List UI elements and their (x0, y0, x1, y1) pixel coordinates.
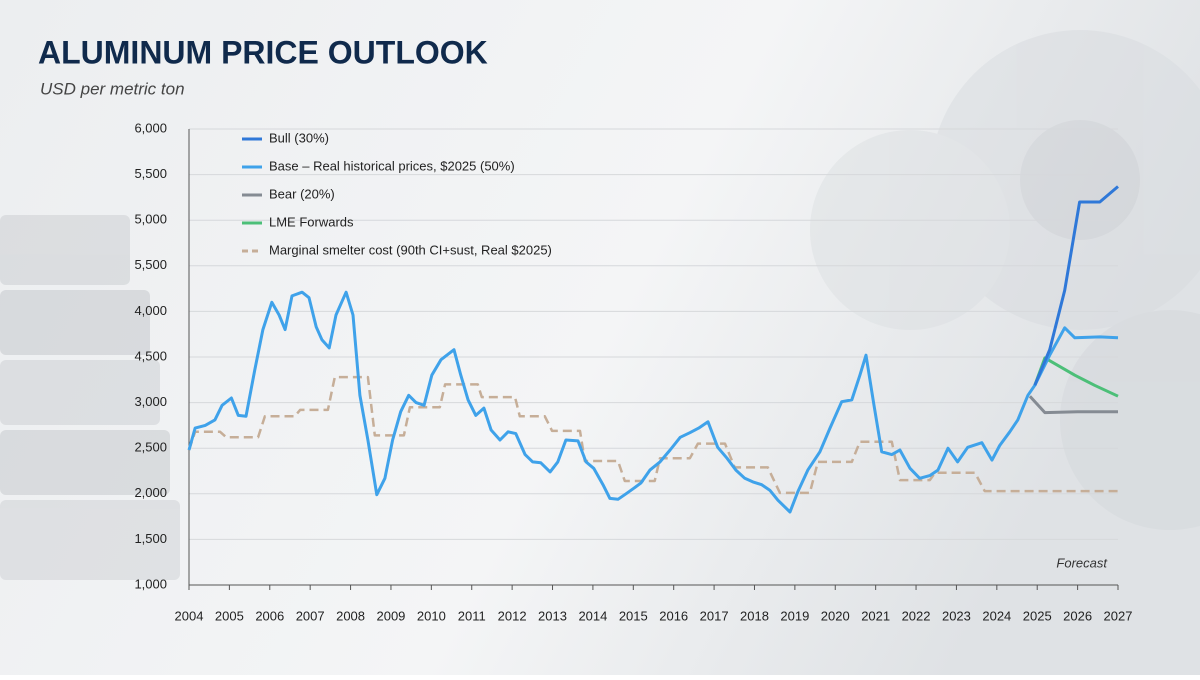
x-tick-label: 2014 (578, 608, 607, 623)
x-tick-label: 2022 (902, 608, 931, 623)
x-tick-label: 2026 (1063, 608, 1092, 623)
x-tick-label: 2024 (982, 608, 1011, 623)
x-tick-label: 2005 (215, 608, 244, 623)
chart-title: ALUMINUM PRICE OUTLOOK (38, 34, 488, 70)
x-tick-label: 2010 (417, 608, 446, 623)
x-tick-label: 2004 (175, 608, 204, 623)
y-tick-label: 2,000 (134, 485, 167, 500)
y-tick-label: 2,500 (134, 440, 167, 455)
x-tick-label: 2013 (538, 608, 567, 623)
decoration (0, 30, 1200, 580)
x-tick-label: 2009 (376, 608, 405, 623)
x-tick-label: 2020 (821, 608, 850, 623)
x-tick-label: 2019 (780, 608, 809, 623)
x-tick-label: 2007 (296, 608, 325, 623)
y-tick-label: 5,500 (134, 257, 167, 272)
legend-label: Bear (20%) (269, 186, 335, 201)
x-tick-label: 2008 (336, 608, 365, 623)
legend-label: Bull (30%) (269, 130, 329, 145)
series-line (187, 375, 1118, 495)
x-tick-label: 2018 (740, 608, 769, 623)
x-tick-label: 2021 (861, 608, 890, 623)
x-tick-label: 2016 (659, 608, 688, 623)
series-line (1033, 185, 1119, 386)
legend-label: Base – Real historical prices, $2025 (50… (269, 158, 515, 173)
x-tick-label: 2006 (255, 608, 284, 623)
x-tick-label: 2012 (498, 608, 527, 623)
y-tick-label: 4,500 (134, 348, 167, 363)
series-line (187, 290, 1119, 514)
x-tick-label: 2015 (619, 608, 648, 623)
x-tick-label: 2025 (1023, 608, 1052, 623)
chart-subtitle: USD per metric ton (40, 79, 185, 98)
x-tick-label: 2023 (942, 608, 971, 623)
annotation: Forecast (1056, 555, 1108, 570)
y-tick-label: 5,000 (134, 212, 167, 227)
legend-label: LME Forwards (269, 214, 354, 229)
legend-label: Marginal smelter cost (90th CI+sust, Rea… (269, 242, 552, 257)
y-tick-label: 3,000 (134, 394, 167, 409)
y-tick-label: 1,000 (134, 576, 167, 591)
y-tick-label: 5,500 (134, 166, 167, 181)
y-tick-label: 4,000 (134, 303, 167, 318)
x-tick-label: 2011 (458, 608, 486, 623)
y-tick-label: 1,500 (134, 531, 167, 546)
y-tick-label: 6,000 (134, 120, 167, 135)
x-tick-label: 2017 (700, 608, 729, 623)
x-tick-label: 2027 (1104, 608, 1133, 623)
series-line (1028, 395, 1118, 415)
